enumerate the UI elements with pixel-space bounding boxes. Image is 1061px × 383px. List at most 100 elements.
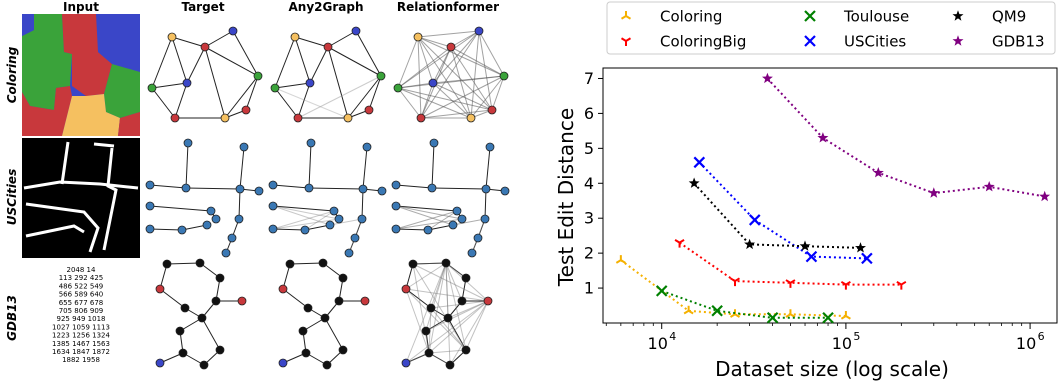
graph-node	[351, 26, 361, 36]
graph-node	[211, 296, 221, 306]
graph-node	[215, 345, 225, 355]
graph-node	[427, 183, 437, 193]
data-point	[615, 255, 626, 264]
graph-edge	[395, 218, 463, 230]
graph-edge	[405, 288, 432, 309]
graph-node	[377, 186, 387, 196]
graph-edge	[274, 87, 299, 119]
graph-edge	[405, 288, 489, 302]
graph-edge	[272, 218, 340, 230]
graph-node	[499, 71, 509, 81]
graph-edge	[232, 30, 259, 77]
graph-edge	[417, 30, 480, 38]
graph-edge	[427, 210, 458, 231]
graph-node	[424, 348, 434, 358]
data-point	[817, 132, 829, 143]
graph-node	[200, 42, 210, 52]
graph-edge	[395, 210, 458, 230]
series-line	[698, 161, 867, 260]
series-line	[661, 289, 828, 319]
data-point	[748, 214, 761, 226]
graph-node	[376, 71, 386, 81]
graph-node	[487, 105, 497, 115]
row-label-coloring: Coloring	[5, 46, 19, 103]
graph-edge	[405, 262, 447, 290]
y-tick-label: 2	[584, 244, 594, 263]
graph-node	[474, 26, 484, 36]
graph-node	[323, 42, 333, 52]
graph-edge	[412, 263, 430, 354]
graph-edge	[272, 228, 306, 231]
graph-edge	[282, 288, 309, 309]
series-line	[766, 77, 1045, 198]
graph-node	[452, 206, 462, 216]
graph-node	[195, 258, 205, 268]
graph-node	[350, 233, 360, 243]
graph-edge	[428, 262, 447, 354]
y-axis: 1 2 3 4 5 6 7	[584, 69, 603, 298]
graph-edge	[417, 36, 434, 84]
graph-node	[441, 258, 451, 268]
legend-label: Coloring	[660, 8, 722, 26]
graph-node	[426, 303, 436, 313]
graph-node	[177, 225, 187, 235]
graph-edge	[397, 82, 434, 89]
graph-edge	[395, 205, 454, 226]
graph-edge	[272, 184, 310, 189]
x-tick-exponent: 4	[669, 330, 676, 343]
graph-edge	[397, 46, 452, 89]
legend-marker	[804, 10, 816, 22]
gdb13-input-line: 2048 14	[67, 266, 96, 274]
graph-edge	[395, 228, 429, 231]
graph-node	[457, 296, 467, 306]
graph-node	[221, 248, 231, 258]
graph-node	[428, 78, 438, 88]
graph-node	[467, 248, 477, 258]
data-point	[840, 311, 851, 320]
graph-edge	[204, 46, 259, 77]
graph-edge	[491, 75, 505, 111]
x-tick-exponent: 6	[1038, 330, 1045, 343]
graph-edge	[432, 82, 472, 119]
graph-edge	[274, 36, 296, 89]
graph-node	[473, 233, 483, 243]
graph-node	[343, 113, 353, 123]
graph-edge	[405, 300, 489, 364]
graph-node	[178, 348, 188, 358]
col-header-any2graph: Any2Graph	[289, 0, 364, 14]
graph-node	[268, 180, 278, 190]
x-tick-label: 10	[1016, 334, 1036, 353]
uscities-input-image	[22, 138, 140, 258]
graph-node	[334, 296, 344, 306]
data-point	[928, 187, 940, 198]
data-point	[855, 242, 866, 253]
graph-node	[401, 284, 411, 294]
data-point	[729, 277, 741, 287]
graph-edge	[272, 205, 340, 220]
x-axis: 10 4 10 5 10 6	[605, 323, 1045, 353]
y-tick-label: 4	[584, 174, 594, 193]
graph-node	[362, 142, 372, 152]
graph-node	[303, 303, 313, 313]
graph-edge	[447, 300, 489, 319]
graph-node	[285, 259, 295, 269]
col-header-target: Target	[181, 0, 224, 14]
graph-edge	[185, 187, 241, 190]
row-label-gdb13: GDB13	[5, 295, 19, 341]
data-point	[861, 252, 873, 265]
graph-node	[338, 345, 348, 355]
graph-edge	[420, 82, 434, 119]
graph-edge	[397, 30, 480, 89]
graph-edge	[149, 184, 187, 189]
data-point	[655, 285, 668, 297]
gdb13-input-line: 1027 1059 1113	[52, 323, 110, 331]
graph-node	[206, 206, 216, 216]
graph-edge	[304, 210, 335, 231]
graph-node	[408, 259, 418, 269]
gdb13-input-line: 486 522 549	[59, 282, 104, 290]
graph-node	[175, 326, 185, 336]
x-tick-label: 10	[648, 334, 668, 353]
graph-node	[293, 113, 303, 123]
graph-node	[298, 326, 308, 336]
